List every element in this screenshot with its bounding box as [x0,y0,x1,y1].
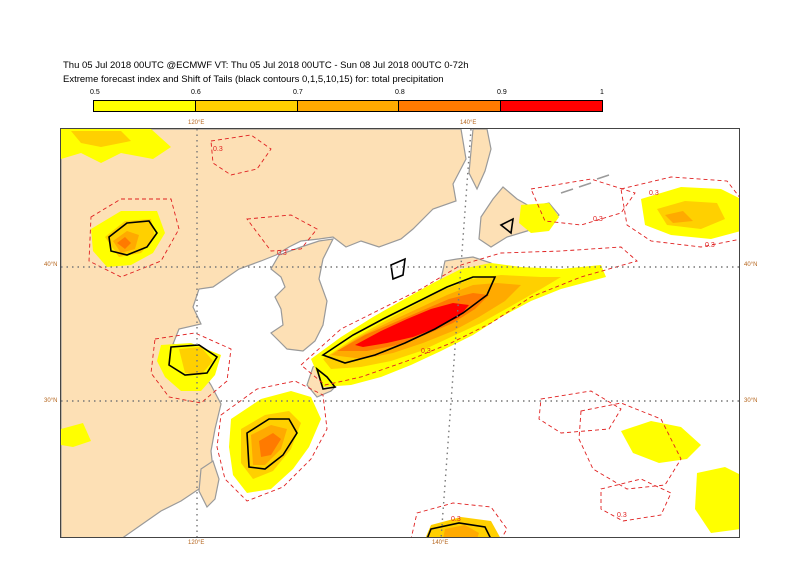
lat-label-left-40: 40°N [44,262,58,268]
contour-label-0: 0.3 [213,146,223,153]
contour-label-4: 0.3 [705,242,715,249]
header-line-1: Thu 05 Jul 2018 00UTC @ECMWF VT: Thu 05 … [63,60,469,71]
contour-label-6: 0.3 [617,512,627,519]
contour-labels: 0.3 0.3 0.3 0.3 0.3 0.3 0.3 0.3 [213,146,715,523]
sot-contours [108,217,515,537]
legend-tick-4: 0.9 [497,89,507,96]
lon-label-bottom-120: 120°E [188,540,205,546]
legend-swatch-2 [297,101,400,111]
header-line-2: Extreme forecast index and Shift of Tail… [63,74,444,85]
graticule [61,129,739,537]
legend-tick-2: 0.7 [293,89,303,96]
land-sakhalin [468,129,492,191]
contour-label-1: 0.3 [421,348,431,355]
legend-swatch-0 [94,101,196,111]
legend-tick-1: 0.6 [191,89,201,96]
lon-label-bottom-140: 140°E [432,540,449,546]
land-taiwan [198,460,220,509]
contour-label-2: 0.3 [649,190,659,197]
legend-tick-5: 1 [600,89,604,96]
contour-label-5: 0.3 [451,516,461,523]
lon-label-top-140: 140°E [460,120,477,126]
land-kurils [560,174,610,194]
legend-swatch-1 [195,101,298,111]
map-panel: 0.3 0.3 0.3 0.3 0.3 0.3 0.3 0.3 [60,128,740,538]
contour-label-7: 0.3 [277,250,287,257]
legend-tick-0: 0.5 [90,89,100,96]
legend-tick-3: 0.8 [395,89,405,96]
lat-label-right-30: 30°N [744,398,758,404]
land-japan-hokkaido [478,186,560,248]
lat-label-right-40: 40°N [744,262,758,268]
contour-label-3: 0.3 [593,216,603,223]
legend-swatch-4 [501,101,602,111]
lat-label-left-30: 30°N [44,398,58,404]
lon-label-top-120: 120°E [188,120,205,126]
contour-0-3 [88,134,739,537]
efi-shading [61,129,739,537]
legend-swatch-3 [399,101,502,111]
map-canvas: 0.3 0.3 0.3 0.3 0.3 0.3 0.3 0.3 [61,129,739,537]
color-legend [93,100,603,112]
